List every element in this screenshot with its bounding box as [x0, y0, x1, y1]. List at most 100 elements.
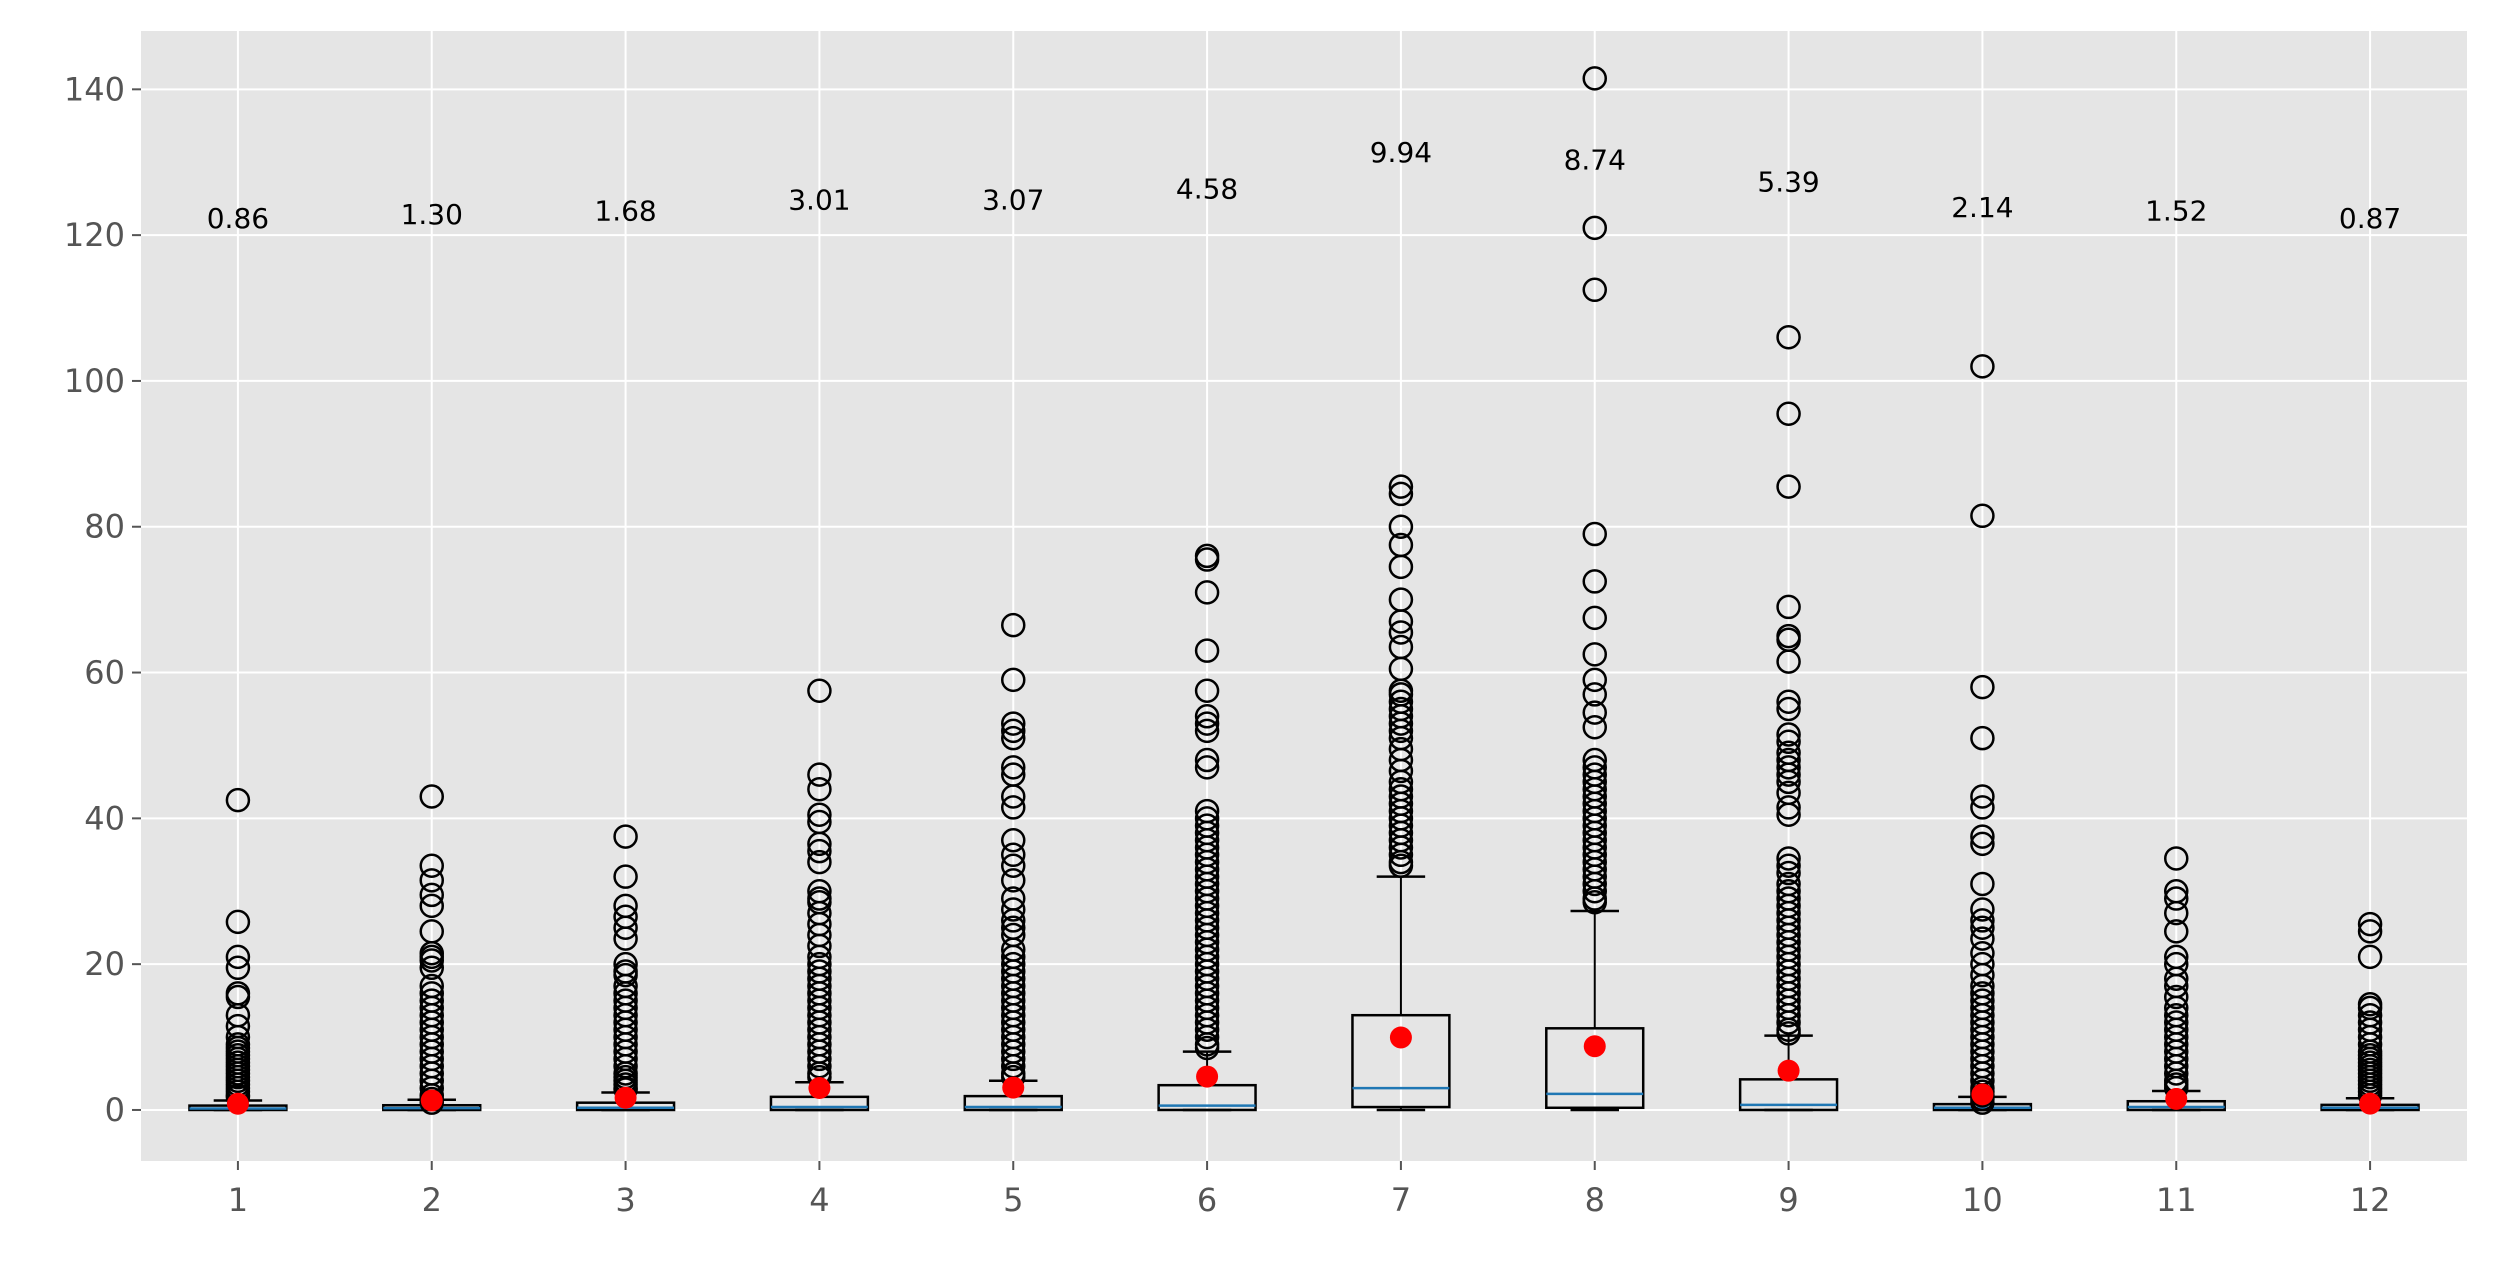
- outlier-point: [1776, 860, 1801, 886]
- outlier-point: [1582, 215, 1607, 241]
- outlier-point: [2357, 944, 2383, 970]
- outlier-point: [1776, 795, 1801, 820]
- grid-lines: [141, 31, 2467, 1161]
- x-tick-label: 3: [615, 1181, 635, 1219]
- outlier-point: [1582, 66, 1607, 91]
- y-tick-label: 140: [64, 70, 125, 108]
- outlier-point: [1582, 667, 1607, 693]
- outlier-point: [419, 882, 444, 908]
- outlier-point: [807, 802, 832, 827]
- outlier-point: [1776, 401, 1801, 426]
- outlier-point: [807, 776, 832, 802]
- outlier-point: [1776, 755, 1801, 780]
- box-group-3: [575, 824, 676, 1112]
- outlier-point: [1001, 612, 1026, 638]
- mean-value-label: 3.01: [788, 184, 850, 217]
- outlier-point: [1970, 962, 1995, 988]
- outlier-point: [807, 678, 832, 704]
- outlier-point: [1776, 474, 1801, 499]
- mean-marker: [1583, 1035, 1606, 1058]
- outlier-point: [1388, 514, 1414, 539]
- x-tick-label: 7: [1391, 1181, 1411, 1219]
- outlier-point: [419, 868, 444, 893]
- box-group-10: [1932, 354, 2033, 1115]
- outlier-point: [1776, 324, 1801, 350]
- outlier-point: [1194, 547, 1220, 572]
- mean-marker: [1389, 1026, 1412, 1049]
- outlier-point: [1001, 755, 1026, 780]
- outlier-point: [1776, 802, 1801, 827]
- box-iqr: [1545, 1027, 1645, 1110]
- outlier-point: [1194, 718, 1220, 744]
- y-tick-label: 40: [84, 799, 125, 837]
- x-tick-label: 11: [2156, 1181, 2197, 1219]
- outlier-point: [1194, 1017, 1220, 1043]
- outlier-point: [1388, 620, 1414, 645]
- outlier-point: [1388, 758, 1414, 784]
- outlier-point: [1001, 1046, 1026, 1072]
- box-group-8: [1545, 66, 1645, 1112]
- outlier-point: [1001, 667, 1026, 693]
- box-iqr: [1351, 1013, 1451, 1109]
- outlier-point: [807, 762, 832, 787]
- y-tick-label: 120: [64, 216, 125, 254]
- y-tick-label: 100: [64, 362, 125, 400]
- x-tick-label: 1: [228, 1181, 248, 1219]
- outlier-point: [1001, 795, 1026, 820]
- outlier-point: [1970, 908, 1995, 933]
- mean-marker: [1196, 1065, 1219, 1088]
- outlier-point: [807, 849, 832, 875]
- outlier-point: [1582, 605, 1607, 631]
- mean-marker: [1777, 1059, 1800, 1082]
- outlier-point: [2164, 966, 2189, 991]
- outlier-point: [2164, 919, 2189, 944]
- outlier-point: [1970, 674, 1995, 700]
- outlier-point: [613, 824, 638, 849]
- box-group-7: [1351, 474, 1451, 1112]
- outlier-point: [1001, 853, 1026, 878]
- outlier-point: [1970, 926, 1995, 951]
- mean-value-label: 8.74: [1564, 144, 1626, 177]
- mean-value-label: 9.94: [1370, 136, 1432, 169]
- outlier-point: [1970, 824, 1995, 849]
- outlier-point: [1776, 846, 1801, 871]
- outlier-point: [1194, 580, 1220, 605]
- mean-marker: [614, 1086, 637, 1109]
- outlier-point: [613, 926, 638, 951]
- outlier-point: [1582, 642, 1607, 667]
- outlier-point: [1776, 853, 1801, 878]
- outlier-point: [1194, 704, 1220, 729]
- outlier-point: [225, 909, 251, 935]
- mean-value-label: 3.07: [982, 184, 1044, 217]
- outlier-point: [1776, 722, 1801, 747]
- outlier-point: [1388, 609, 1414, 634]
- outlier-point: [1776, 762, 1801, 787]
- outlier-point: [419, 784, 444, 809]
- outlier-point: [419, 948, 444, 973]
- mean-value-label: 0.86: [207, 202, 269, 235]
- outlier-point: [1388, 718, 1414, 744]
- x-tick-label: 12: [2350, 1181, 2391, 1219]
- outlier-point: [1776, 696, 1801, 722]
- box-group-6: [1157, 543, 1257, 1112]
- outlier-point: [1001, 784, 1026, 809]
- y-tick-label: 80: [84, 508, 125, 546]
- mean-marker: [420, 1089, 443, 1112]
- mean-marker: [2165, 1087, 2188, 1110]
- outlier-point: [1388, 842, 1414, 868]
- box-group-11: [2126, 846, 2226, 1112]
- box-group-5: [963, 612, 1063, 1112]
- outlier-point: [1776, 594, 1801, 620]
- outlier-point: [807, 933, 832, 959]
- outlier-point: [1970, 897, 1995, 922]
- outlier-point: [1001, 725, 1026, 751]
- outlier-point: [613, 962, 638, 988]
- outlier-point: [2164, 886, 2189, 911]
- outlier-point: [1388, 711, 1414, 736]
- mean-marker: [808, 1077, 831, 1100]
- outlier-point: [1388, 554, 1414, 580]
- mean-value-label: 1.30: [401, 198, 463, 231]
- outlier-point: [1970, 354, 1995, 379]
- outlier-point: [419, 955, 444, 981]
